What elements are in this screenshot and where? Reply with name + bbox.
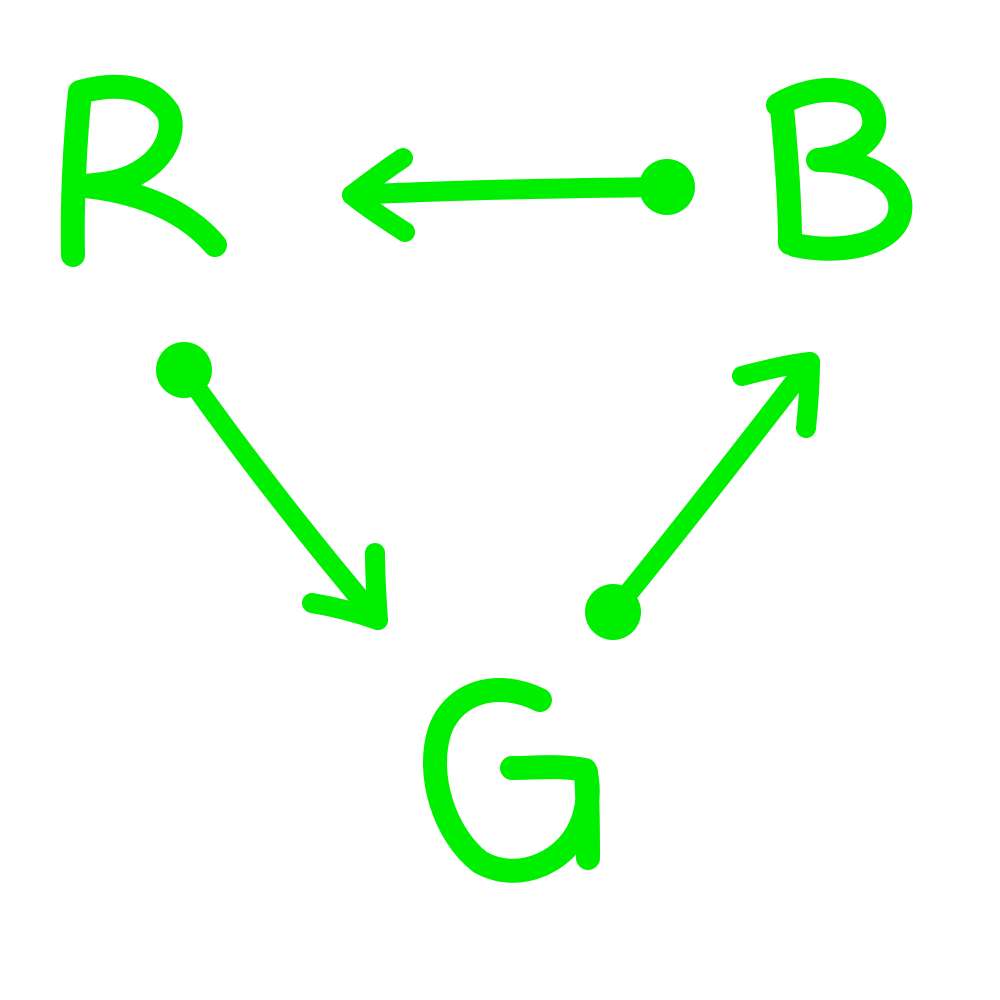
node-r-glyph [73,87,215,255]
edge-r-to-g-line [184,370,378,620]
edge-g-to-b [585,362,810,640]
edge-b-to-r-line [352,187,667,195]
node-b-label: B [0,0,1,1]
node-g-label: G [0,0,1,1]
node-r: R [0,0,215,255]
node-r-label: R [0,0,1,1]
node-g-glyph [435,690,588,871]
node-b: B [0,0,900,249]
edge-b-to-r [352,158,695,232]
node-b-glyph [782,108,790,243]
edge-r-to-g [156,342,378,620]
edge-g-to-b-line [613,362,810,612]
